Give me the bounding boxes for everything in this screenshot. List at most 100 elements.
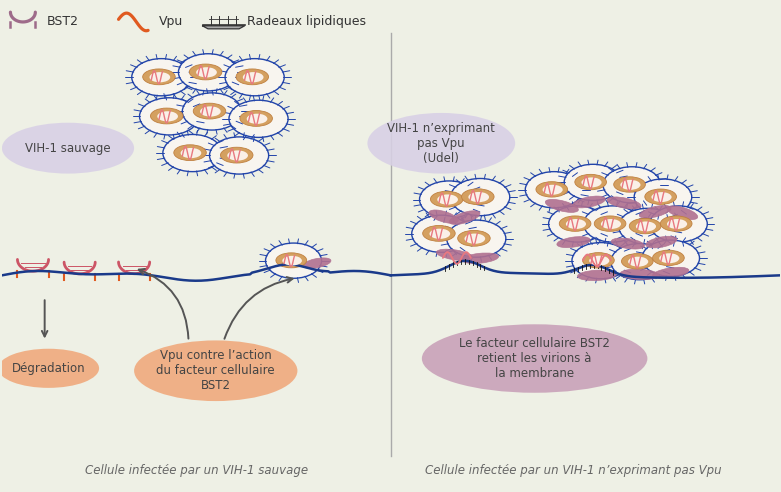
Ellipse shape: [430, 229, 450, 239]
Ellipse shape: [566, 219, 586, 229]
Ellipse shape: [636, 221, 656, 231]
Ellipse shape: [612, 238, 644, 249]
Text: Radeaux lipidiques: Radeaux lipidiques: [247, 15, 366, 29]
Circle shape: [583, 206, 641, 242]
Circle shape: [412, 215, 471, 252]
Ellipse shape: [577, 270, 616, 280]
Circle shape: [447, 220, 506, 257]
Ellipse shape: [653, 267, 689, 278]
Ellipse shape: [659, 253, 679, 263]
Circle shape: [634, 179, 692, 215]
Text: Cellule infectée par un VIH-1 sauvage: Cellule infectée par un VIH-1 sauvage: [85, 463, 308, 477]
Ellipse shape: [458, 230, 490, 246]
Ellipse shape: [462, 253, 498, 263]
Ellipse shape: [437, 194, 458, 205]
Ellipse shape: [236, 69, 269, 85]
Ellipse shape: [607, 197, 641, 209]
Ellipse shape: [583, 252, 615, 268]
Text: Vpu contre l’action
du facteur cellulaire
BST2: Vpu contre l’action du facteur cellulair…: [156, 349, 275, 392]
Circle shape: [209, 137, 269, 174]
Ellipse shape: [149, 72, 170, 82]
Ellipse shape: [572, 196, 605, 208]
Ellipse shape: [557, 237, 590, 247]
Ellipse shape: [196, 67, 217, 77]
Circle shape: [603, 167, 661, 203]
Ellipse shape: [367, 113, 515, 174]
Ellipse shape: [645, 189, 676, 204]
Ellipse shape: [220, 147, 253, 163]
Ellipse shape: [640, 205, 671, 218]
Ellipse shape: [614, 177, 645, 192]
Ellipse shape: [430, 191, 463, 207]
Ellipse shape: [581, 178, 601, 187]
Ellipse shape: [151, 108, 183, 124]
Ellipse shape: [143, 69, 175, 85]
Ellipse shape: [629, 218, 661, 234]
Ellipse shape: [449, 211, 480, 224]
Ellipse shape: [200, 106, 221, 117]
Text: Cellule infectée par un VIH-1 n’exprimant pas Vpu: Cellule infectée par un VIH-1 n’expriman…: [425, 463, 722, 477]
Ellipse shape: [559, 216, 591, 231]
Circle shape: [225, 59, 284, 96]
Circle shape: [619, 208, 676, 245]
Ellipse shape: [0, 349, 99, 388]
Ellipse shape: [462, 189, 494, 205]
Ellipse shape: [667, 206, 697, 219]
Circle shape: [642, 240, 700, 277]
Ellipse shape: [545, 199, 579, 213]
Ellipse shape: [651, 192, 672, 202]
Ellipse shape: [193, 103, 226, 119]
Ellipse shape: [174, 145, 206, 160]
Ellipse shape: [589, 256, 609, 266]
Circle shape: [650, 206, 708, 242]
Ellipse shape: [601, 219, 621, 229]
Ellipse shape: [465, 234, 485, 244]
Ellipse shape: [180, 148, 201, 158]
Ellipse shape: [276, 253, 307, 268]
Ellipse shape: [422, 324, 647, 393]
Ellipse shape: [303, 258, 331, 268]
Circle shape: [419, 181, 479, 218]
Ellipse shape: [628, 257, 648, 267]
Circle shape: [564, 164, 622, 201]
Text: VIH-1 n’exprimant
pas Vpu
(Udel): VIH-1 n’exprimant pas Vpu (Udel): [387, 122, 495, 165]
Circle shape: [132, 59, 191, 96]
Text: BST2: BST2: [47, 15, 79, 29]
Text: Le facteur cellulaire BST2
retient les virions à
la membrane: Le facteur cellulaire BST2 retient les v…: [459, 337, 610, 380]
Ellipse shape: [620, 180, 640, 190]
Ellipse shape: [620, 269, 659, 279]
Ellipse shape: [469, 192, 489, 202]
Ellipse shape: [134, 340, 298, 401]
Ellipse shape: [189, 64, 222, 80]
Circle shape: [229, 100, 288, 137]
Ellipse shape: [243, 72, 263, 82]
Ellipse shape: [646, 236, 677, 248]
Circle shape: [451, 179, 510, 215]
Ellipse shape: [543, 185, 562, 195]
Ellipse shape: [157, 111, 178, 122]
Ellipse shape: [227, 151, 248, 160]
Ellipse shape: [594, 216, 626, 231]
Ellipse shape: [247, 114, 267, 124]
Ellipse shape: [622, 253, 653, 269]
Text: Vpu: Vpu: [159, 15, 184, 29]
Ellipse shape: [575, 174, 607, 190]
Circle shape: [140, 98, 198, 135]
Ellipse shape: [661, 216, 692, 231]
Ellipse shape: [653, 250, 684, 266]
Circle shape: [548, 206, 606, 242]
Ellipse shape: [240, 111, 273, 126]
Ellipse shape: [429, 210, 458, 223]
Circle shape: [182, 93, 241, 130]
Ellipse shape: [667, 219, 687, 229]
Circle shape: [526, 172, 583, 208]
Ellipse shape: [437, 249, 473, 260]
Text: Dégradation: Dégradation: [12, 362, 85, 375]
Circle shape: [266, 243, 322, 278]
Ellipse shape: [2, 123, 134, 174]
Circle shape: [572, 243, 629, 279]
Circle shape: [178, 54, 237, 91]
Ellipse shape: [536, 182, 568, 197]
Circle shape: [611, 244, 669, 280]
Polygon shape: [202, 26, 244, 29]
